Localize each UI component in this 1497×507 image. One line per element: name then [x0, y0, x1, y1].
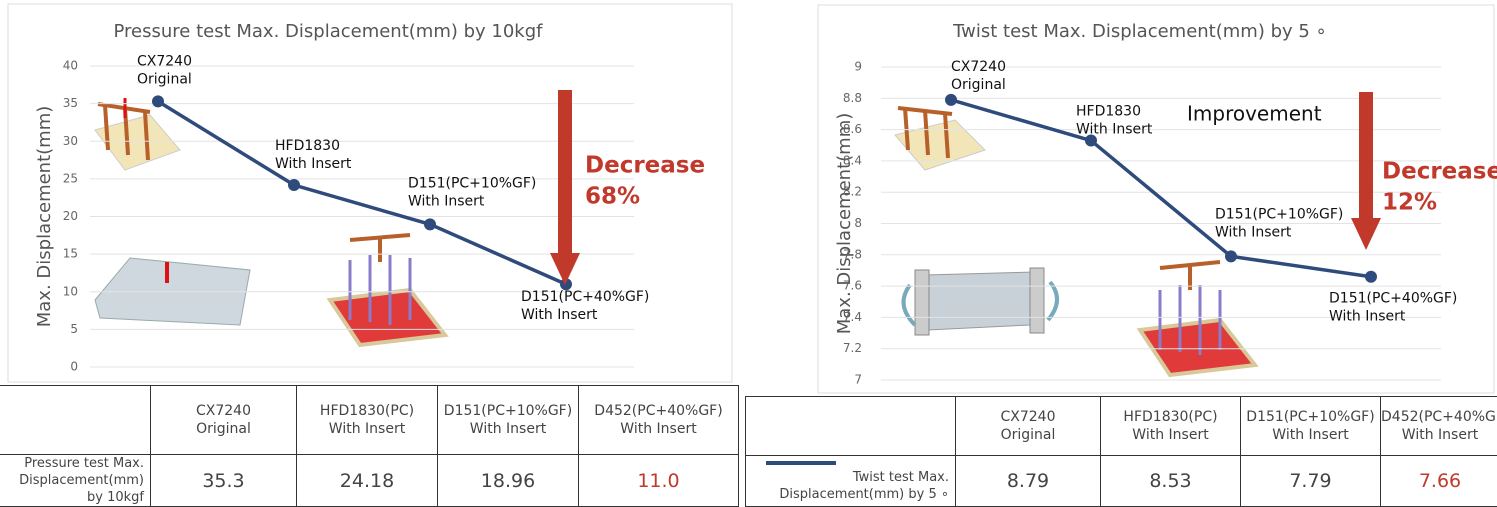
- callout-arrow: [1359, 92, 1373, 220]
- y-tick-label: 8.8: [843, 91, 862, 105]
- point-label: With Insert: [1329, 309, 1406, 325]
- table-corner: [746, 397, 956, 456]
- callout-text: Decrease: [1382, 159, 1497, 185]
- header-text: Original: [151, 420, 296, 438]
- header-text: With Insert: [1101, 426, 1240, 444]
- table-cell: 24.18: [297, 455, 438, 507]
- header-text: D151(PC+10%GF): [1241, 408, 1380, 426]
- header-text: With Insert: [579, 420, 738, 438]
- y-tick-label: 5: [70, 322, 78, 336]
- chart-title: Pressure test Max. Displacement(mm) by 1…: [114, 21, 544, 42]
- table-corner: [0, 386, 151, 455]
- header-text: With Insert: [438, 420, 578, 438]
- header-text: With Insert: [1241, 426, 1380, 444]
- point-label: D151(PC+40%GF): [521, 289, 649, 305]
- data-point: [152, 95, 164, 107]
- data-point: [1225, 250, 1237, 262]
- y-tick-label: 15: [63, 247, 78, 261]
- point-label: With Insert: [275, 156, 352, 172]
- y-tick-label: 30: [63, 134, 78, 148]
- y-axis-label: Max. Displacement(mm): [34, 106, 55, 328]
- point-label: D151(PC+40%GF): [1329, 291, 1457, 307]
- header-text: CX7240: [151, 402, 296, 420]
- row-label: Pressure test Max. Displacement(mm) by 1…: [0, 455, 151, 507]
- header-text: With Insert: [297, 420, 437, 438]
- table-cell: 8.79: [956, 456, 1101, 507]
- table-cell: 11.0: [579, 455, 739, 507]
- y-tick-label: 8.2: [843, 185, 862, 199]
- table-cell: 35.3: [151, 455, 297, 507]
- point-label: HFD1830: [1076, 104, 1141, 120]
- annotation: Improvement: [1187, 102, 1322, 126]
- point-label: D151(PC+10%GF): [408, 175, 536, 191]
- y-axis-label: Max. Displacement(mm): [834, 113, 855, 335]
- y-tick-label: 8.4: [843, 153, 862, 167]
- table-header: D151(PC+10%GF)With Insert: [1241, 397, 1381, 456]
- point-label: CX7240: [137, 53, 192, 69]
- y-tick-label: 20: [63, 209, 78, 223]
- table-cell: 8.53: [1101, 456, 1241, 507]
- callout-text: 12%: [1382, 190, 1437, 216]
- point-label: Original: [951, 77, 1006, 93]
- y-tick-label: 9: [854, 60, 862, 74]
- page: {"chart_data": [ {"type": "line", "title…: [0, 0, 1497, 506]
- header-text: With Insert: [1381, 426, 1497, 444]
- y-tick-label: 7.8: [843, 247, 862, 261]
- table-header: HFD1830(PC)With Insert: [1101, 397, 1241, 456]
- point-label: CX7240: [951, 59, 1006, 75]
- callout-text: Decrease: [585, 153, 705, 179]
- data-point: [1365, 271, 1377, 283]
- table-cell: 18.96: [438, 455, 579, 507]
- y-tick-label: 8: [854, 216, 862, 230]
- y-tick-label: 7.6: [843, 279, 862, 293]
- header-text: D151(PC+10%GF): [438, 402, 578, 420]
- chart-title: Twist test Max. Displacement(mm) by 5 ∘: [952, 21, 1327, 42]
- legend-line: [766, 459, 836, 467]
- table-header: D151(PC+10%GF)With Insert: [438, 386, 579, 455]
- header-text: HFD1830(PC): [1101, 408, 1240, 426]
- callout-arrow: [558, 90, 572, 255]
- callout-text: 68%: [585, 184, 640, 210]
- data-point: [945, 94, 957, 106]
- point-label: With Insert: [1215, 224, 1292, 240]
- point-label: With Insert: [521, 307, 598, 323]
- y-tick-label: 7.2: [843, 341, 862, 355]
- y-tick-label: 40: [63, 59, 78, 73]
- y-tick-label: 25: [63, 171, 78, 185]
- point-label: D151(PC+10%GF): [1215, 206, 1343, 222]
- data-point: [424, 218, 436, 230]
- header-text: CX7240: [956, 408, 1100, 426]
- y-tick-label: 8.6: [843, 122, 862, 136]
- y-tick-label: 35: [63, 96, 78, 110]
- data-point: [288, 179, 300, 191]
- table-header: D452(PC+40%GF)With Insert: [579, 386, 739, 455]
- y-tick-label: 0: [70, 360, 78, 374]
- y-tick-label: 7.4: [843, 310, 862, 324]
- table-cell: 7.79: [1241, 456, 1381, 507]
- point-label: HFD1830: [275, 138, 340, 154]
- y-tick-label: 7: [854, 373, 862, 387]
- table-header: HFD1830(PC)With Insert: [297, 386, 438, 455]
- row-label-text: Twist test Max. Displacement(mm) by 5 ∘: [746, 469, 949, 503]
- y-tick-label: 10: [63, 284, 78, 298]
- point-label: With Insert: [408, 193, 485, 209]
- table-header: D452(PC+40%GF)With Insert: [1381, 397, 1497, 456]
- header-text: D452(PC+40%GF): [1381, 408, 1497, 426]
- point-label: With Insert: [1076, 122, 1153, 138]
- table-cell: 7.66: [1381, 456, 1497, 507]
- header-text: Original: [956, 426, 1100, 444]
- row-label: Twist test Max. Displacement(mm) by 5 ∘: [746, 456, 956, 507]
- point-label: Original: [137, 71, 192, 87]
- header-text: HFD1830(PC): [297, 402, 437, 420]
- header-text: D452(PC+40%GF): [579, 402, 738, 420]
